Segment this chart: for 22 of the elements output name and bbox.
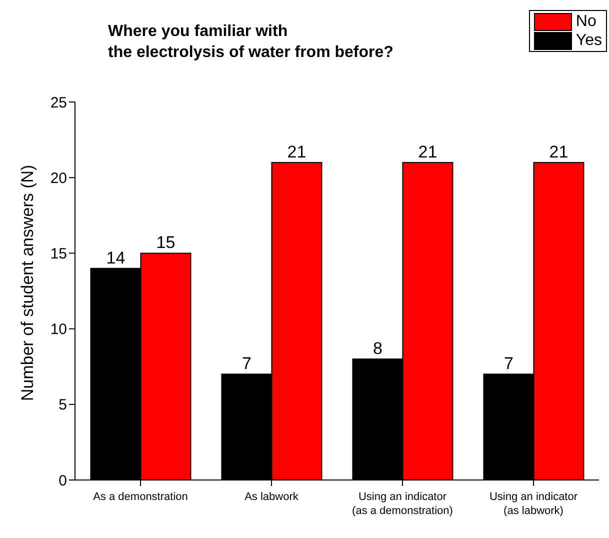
data-label: 21 [549,142,568,162]
x-tick-label: As labwork [244,491,299,503]
y-tick-label: 5 [58,396,67,414]
y-axis-title: Number of student answers (N) [18,164,38,401]
chart-title: Where you familiar with the electrolysis of water from before? [108,23,394,61]
y-tick-label: 0 [58,472,67,490]
x-tick-label: Using an indicator (as labwork) [489,491,578,517]
data-label: 21 [418,142,438,162]
y-tick-label: 25 [50,94,67,112]
y-tick-label: 20 [50,170,67,187]
data-label: 21 [287,142,306,162]
data-label: 7 [242,354,252,374]
y-tick-label: 15 [50,246,67,263]
y-tick-label: 10 [50,321,67,338]
legend-label: No [576,12,596,31]
data-label: 7 [504,354,514,374]
legend-label: Yes [576,31,602,50]
data-label: 14 [106,248,126,268]
x-tick-label: Using an indicator (as a demonstration) [352,491,453,517]
data-label: 15 [156,233,176,252]
x-tick-label: As a demonstration [93,491,188,503]
data-label: 8 [372,339,382,358]
